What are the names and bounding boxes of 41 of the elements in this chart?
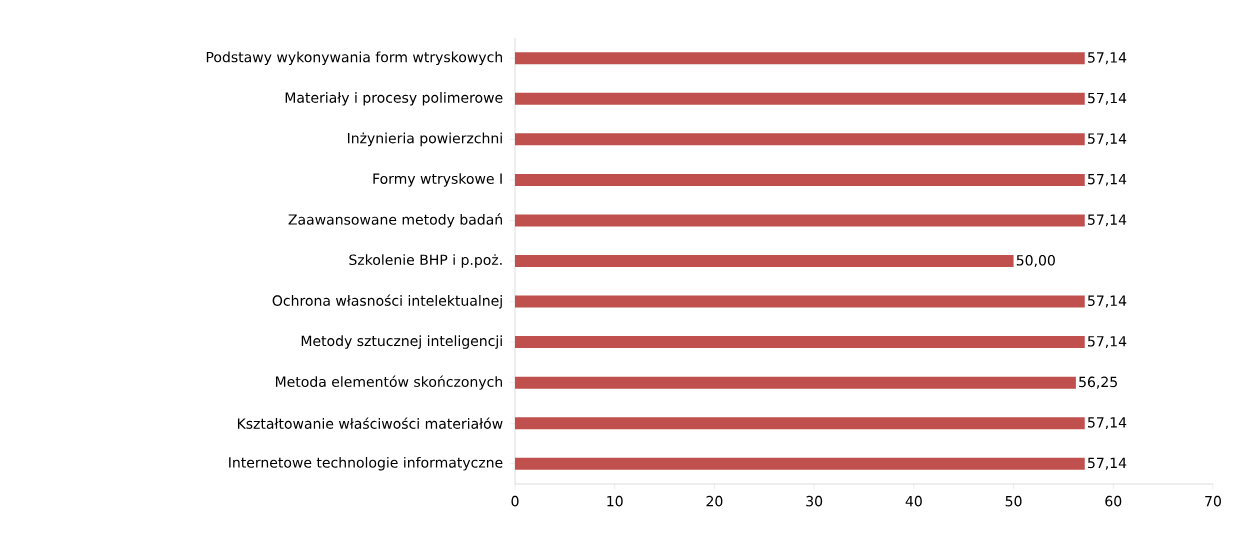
data-label: 57,14 xyxy=(1088,173,1127,186)
bar xyxy=(515,173,1085,186)
x-tick-label: 40 xyxy=(905,495,922,507)
data-label: 57,14 xyxy=(1088,457,1127,470)
data-label: 57,14 xyxy=(1088,336,1127,349)
data-label: 57,14 xyxy=(1088,92,1127,105)
data-label: 56,25 xyxy=(1079,376,1117,389)
y-tick-label: Kształtowanie właściwości materiałów xyxy=(237,417,503,429)
y-tick-label: Szkolenie BHP i p.poż. xyxy=(349,254,502,268)
y-tick-label: Metoda elementów skończonych xyxy=(275,375,502,390)
x-tick-label: 0 xyxy=(511,495,519,507)
y-tick-label: Materiały i procesy polimerowe xyxy=(285,92,503,106)
bar xyxy=(515,92,1085,105)
y-tick-label: Ochrona własności intelektualnej xyxy=(272,294,502,309)
x-tick-label: 20 xyxy=(706,495,723,507)
x-tick-label: 70 xyxy=(1205,495,1221,507)
x-tick-label: 10 xyxy=(607,495,623,507)
bar xyxy=(515,457,1085,470)
x-tick-label: 50 xyxy=(1005,495,1022,507)
bar xyxy=(515,417,1085,430)
data-label: 50,00 xyxy=(1016,254,1055,268)
y-tick-label: Internetowe technologie informatyczne xyxy=(229,456,503,471)
bar xyxy=(515,295,1085,308)
bar xyxy=(515,255,1014,267)
data-label: 57,14 xyxy=(1088,417,1127,430)
bar xyxy=(515,214,1085,227)
y-tick-label: Inżynieria powierzchni xyxy=(347,132,502,147)
x-tick-label: 30 xyxy=(806,495,823,507)
data-label: 57,14 xyxy=(1088,52,1127,65)
x-tick-label: 60 xyxy=(1105,495,1122,507)
y-tick-label: Zaawansowane metody badań xyxy=(288,213,502,228)
bar xyxy=(515,52,1085,65)
data-label: 57,14 xyxy=(1088,295,1127,308)
y-tick-label: Podstawy wykonywania form wtryskowych xyxy=(206,51,503,66)
data-label: 57,14 xyxy=(1088,133,1127,146)
bar xyxy=(515,133,1085,146)
y-tick-label: Formy wtryskowe I xyxy=(373,173,502,187)
bar xyxy=(515,336,1085,349)
y-tick-label: Metody sztucznej inteligencji xyxy=(301,335,502,349)
bar xyxy=(515,376,1076,389)
data-label: 57,14 xyxy=(1088,214,1127,227)
